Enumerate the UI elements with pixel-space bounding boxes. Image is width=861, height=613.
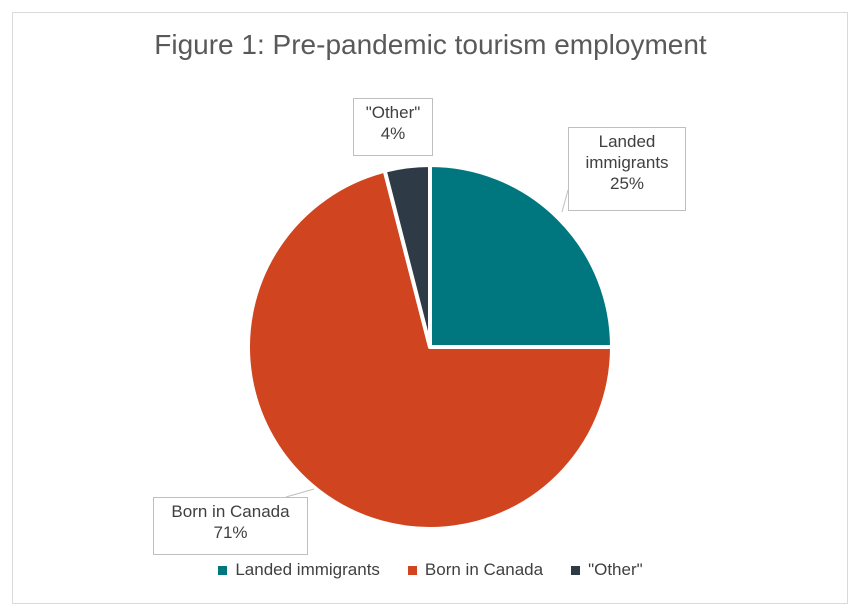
chart-title: Figure 1: Pre-pandemic tourism employmen… [154,29,707,60]
pie-slice-other [382,163,432,349]
callout-name: "Other" [365,103,421,122]
callout-name: Landed immigrants [585,132,669,172]
legend-item-born-in-canada: Born in Canada [407,560,544,580]
legend-swatch [407,565,417,575]
legend-swatch [571,565,581,575]
legend: Landed immigrants Born in Canada "Other" [0,560,861,580]
legend-label: Landed immigrants [235,560,380,579]
callout-name: Born in Canada [171,502,290,521]
callout-landed-immigrants: Landed immigrants 25% [568,127,686,211]
callout-born-in-canada: Born in Canada 71% [153,497,308,555]
callout-leader-line [561,189,569,213]
legend-label: Born in Canada [424,560,544,579]
callout-value: 25% [609,174,645,193]
pie-slice-landed-immigrants [428,163,614,349]
pie-slice-born-in-canada [246,168,614,531]
callout-value: 71% [213,523,248,542]
legend-item-other: "Other" [571,560,643,580]
legend-swatch [218,565,228,575]
legend-label: "Other" [588,560,643,579]
callout-other: "Other" 4% [353,98,433,156]
callout-leader-line [285,488,315,498]
legend-item-landed-immigrants: Landed immigrants [218,560,380,580]
callout-value: 4% [380,124,406,143]
